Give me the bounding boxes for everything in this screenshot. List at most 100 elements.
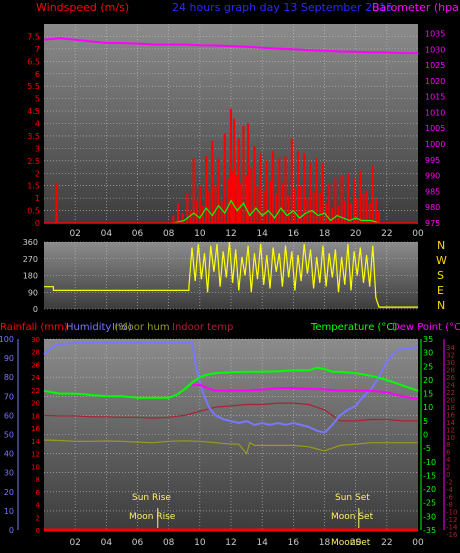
humidity-y-tick-label: 40 xyxy=(4,450,14,459)
humidity-y-tick-label: 10 xyxy=(4,507,14,516)
rainfall-y-tick-label: 14 xyxy=(31,438,40,446)
humidity-y-tick-label: 0 xyxy=(9,526,14,535)
humidity-y-tick-label: 20 xyxy=(4,488,14,497)
temperature-y-tick-label: -25 xyxy=(423,499,436,508)
wind-y-tick-label: 7.5 xyxy=(27,32,40,41)
x-tick-label: 02 xyxy=(69,538,80,548)
temperature-y-tick-label: -10 xyxy=(423,458,436,467)
temperature-y-tick-label: -35 xyxy=(423,526,436,535)
indoor-temp-y-tick-label: 24 xyxy=(446,381,455,389)
temperature-line xyxy=(43,366,419,399)
indoor-temp-y-tick-label: 12 xyxy=(446,426,455,434)
temperature-y-tick-label: 20 xyxy=(423,376,433,385)
wind-y-tick-label: 4.5 xyxy=(27,107,40,116)
baro-y-tick-label: 1025 xyxy=(425,61,445,70)
humidity-y-tick-label: 70 xyxy=(4,392,14,401)
x-tick-label: 06 xyxy=(132,538,144,548)
temperature-y-tick-label: 5 xyxy=(423,417,428,426)
indoor-temp-y-tick-label: 26 xyxy=(446,374,455,382)
legend-dew-point: Dew Point (°C) xyxy=(392,322,460,333)
indoor-temp-y-tick-label: -6 xyxy=(446,494,454,502)
compass-e: E xyxy=(437,284,444,297)
direction-y-tick-label: 360 xyxy=(23,238,38,247)
legend-indoor-temp: Indoor temp xyxy=(172,322,233,333)
legend-rainfall: Rainfall (mm) xyxy=(0,322,68,333)
x-tick-label: 14 xyxy=(256,229,268,239)
indoor-temp-y-tick-label: 6 xyxy=(446,449,451,457)
temperature-y-tick-label: -20 xyxy=(423,485,436,494)
rainfall-y-tick-label: 2 xyxy=(36,514,40,522)
rainfall-y-tick-label: 12 xyxy=(31,451,40,459)
dew-point-line xyxy=(191,383,419,400)
wind-y-tick-label: 7 xyxy=(35,45,40,54)
x-tick-label: 06 xyxy=(132,229,144,239)
baro-y-tick-label: 1030 xyxy=(425,45,445,54)
wind-y-tick-label: 5.5 xyxy=(27,82,40,91)
compass-w: W xyxy=(436,254,447,267)
baro-y-tick-label: 975 xyxy=(425,219,440,228)
baro-y-tick-label: 985 xyxy=(425,187,440,196)
indoor-humidity-line xyxy=(43,439,418,455)
sun-set-label: Sun Set xyxy=(335,493,370,503)
indoor-temp-y-tick-label: -16 xyxy=(446,531,458,539)
wind-gust-line xyxy=(173,199,380,224)
compass-n-top: N xyxy=(437,239,445,252)
indoor-temp-y-tick-label: 22 xyxy=(446,389,455,397)
x-tick-label: 16 xyxy=(288,538,300,548)
indoor-temp-y-tick-label: -10 xyxy=(446,509,457,517)
humidity-y-tick-label: 30 xyxy=(4,469,14,478)
humidity-y-tick-label: 90 xyxy=(4,354,14,363)
wind-y-tick-label: 6.5 xyxy=(27,57,40,66)
graph-date-title: 24 hours graph day 13 September 2015 xyxy=(172,1,393,14)
compass-s: S xyxy=(437,269,444,282)
baro-y-tick-label: 1010 xyxy=(425,108,445,117)
direction-y-tick-label: 90 xyxy=(28,288,38,297)
temperature-y-tick-label: 35 xyxy=(423,335,433,344)
rainfall-y-tick-label: 28 xyxy=(31,349,40,357)
temperature-y-tick-label: -15 xyxy=(423,471,436,480)
wind-y-tick-label: 1.5 xyxy=(27,182,40,191)
humidity-y-tick-label: 60 xyxy=(4,411,14,420)
rainfall-y-tick-label: 4 xyxy=(36,502,41,510)
temperature-y-tick-label: 25 xyxy=(423,362,433,371)
indoor-temp-y-tick-label: 34 xyxy=(446,344,455,352)
x-tick-label: 18 xyxy=(319,229,331,239)
direction-y-tick-label: 180 xyxy=(23,272,38,281)
x-tick-label: 00 xyxy=(412,229,424,239)
wind-y-tick-label: 1 xyxy=(35,194,40,203)
indoor-temp-y-tick-label: 4 xyxy=(446,456,451,464)
wind-y-tick-label: 6 xyxy=(35,70,40,79)
indoor-temp-y-tick-label: 0 xyxy=(446,471,450,479)
rainfall-y-tick-label: 16 xyxy=(31,425,40,433)
wind-y-tick-label: 5 xyxy=(35,95,40,104)
indoor-temp-y-tick-label: 20 xyxy=(446,396,455,404)
moon-set-label: Moon Set xyxy=(331,512,374,522)
indoor-temp-y-tick-label: 30 xyxy=(446,359,455,367)
indoor-temperature-line xyxy=(43,402,418,422)
data-series xyxy=(43,37,419,532)
temperature-y-tick-label: 30 xyxy=(423,349,433,358)
x-tick-label: 20 xyxy=(350,538,362,548)
direction-y-tick-label: 0 xyxy=(33,305,38,314)
barometer-line xyxy=(43,37,418,55)
baro-y-tick-label: 995 xyxy=(425,156,440,165)
legend-indoor-hum: Indoor hum xyxy=(112,322,170,333)
compass-n-bottom: N xyxy=(437,299,445,312)
rainfall-y-tick-label: 20 xyxy=(31,400,40,408)
temperature-y-tick-label: -30 xyxy=(423,512,436,521)
x-tick-label: 12 xyxy=(225,538,236,548)
wind-y-tick-label: 0.5 xyxy=(27,207,40,216)
temperature-y-tick-label: -5 xyxy=(423,444,431,453)
rainfall-y-tick-label: 22 xyxy=(31,387,40,395)
baro-y-tick-label: 1005 xyxy=(425,124,445,133)
compass-labels: N W S E N xyxy=(436,239,447,312)
wind-y-tick-label: 3.5 xyxy=(27,132,40,141)
x-tick-label: 16 xyxy=(288,229,300,239)
temperature-y-tick-label: 0 xyxy=(423,431,428,440)
indoor-temp-y-tick-label: -4 xyxy=(446,486,454,494)
wind-y-tick-label: 4 xyxy=(35,120,40,129)
x-tick-label: 04 xyxy=(101,229,113,239)
temperature-legend: Rainfall (mm) Humidity (%) Indoor hum In… xyxy=(0,322,460,333)
